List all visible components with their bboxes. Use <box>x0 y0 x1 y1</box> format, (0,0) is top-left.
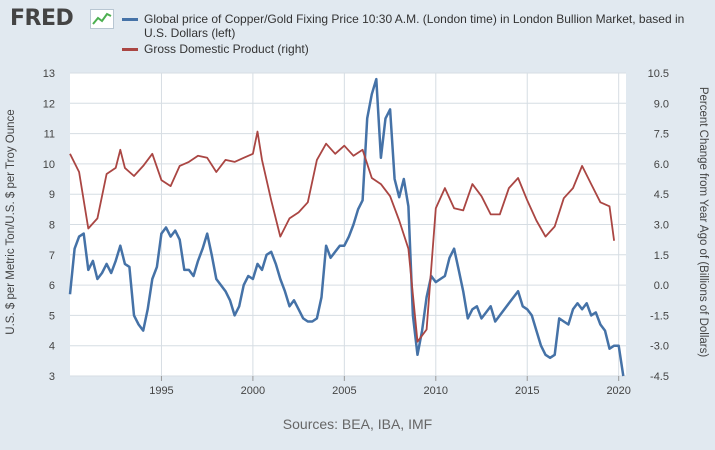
x-tick-label: 2000 <box>241 385 265 397</box>
right-tick-label: -1.5 <box>650 310 669 322</box>
left-tick-label: 11 <box>44 129 55 141</box>
right-tick-label: 1.5 <box>654 250 669 262</box>
x-tick-label: 2010 <box>424 385 448 397</box>
right-axis-title: Percent Change from Year Ago of (Billion… <box>697 87 709 358</box>
fred-logo-text: FRED <box>10 6 74 31</box>
chart-legend: Global price of Copper/Gold Fixing Price… <box>122 12 707 58</box>
legend-swatch-gdp <box>122 48 138 51</box>
left-tick-label: 9 <box>49 189 55 201</box>
legend-swatch-copper-gold <box>122 18 138 21</box>
x-tick-label: 1995 <box>149 385 173 397</box>
left-tick-label: 10 <box>43 159 55 171</box>
right-tick-label: 3.0 <box>654 220 669 232</box>
grid-lines <box>70 72 626 377</box>
right-tick-label: -4.5 <box>650 371 669 383</box>
fred-logo[interactable]: FRED <box>10 6 120 36</box>
x-tick-label: 2020 <box>606 385 630 397</box>
right-tick-label: 4.5 <box>654 189 669 201</box>
right-tick-label: 10.5 <box>648 68 669 80</box>
right-tick-label: 7.5 <box>654 129 669 141</box>
left-tick-label: 12 <box>43 98 55 110</box>
legend-label-gdp: Gross Domestic Product (right) <box>144 42 309 56</box>
left-tick-label: 7 <box>49 250 55 262</box>
left-tick-label: 6 <box>49 280 55 292</box>
series-line-copper-gold[interactable] <box>68 77 625 377</box>
right-axis-ticks: -4.5 -3.0 -1.5 0.0 1.5 3.0 4.5 6.0 7.5 9.0 10.5 <box>648 68 669 383</box>
right-tick-label: 0.0 <box>654 280 669 292</box>
left-tick-label: 5 <box>49 310 55 322</box>
left-tick-label: 4 <box>49 341 55 353</box>
left-tick-label: 3 <box>49 371 55 383</box>
x-tick-label: 2015 <box>515 385 539 397</box>
left-axis-ticks: 3 4 5 6 7 8 9 10 11 12 13 <box>43 68 55 383</box>
left-tick-label: 8 <box>49 220 55 232</box>
left-tick-label: 13 <box>43 68 55 80</box>
left-axis-title: U.S. $ per Metric Ton/U.S. $ per Troy Ou… <box>5 109 17 334</box>
x-tick-label: 2005 <box>332 385 356 397</box>
chart-trend-icon <box>90 9 114 29</box>
series-lines <box>68 77 625 377</box>
legend-label-copper-gold: Global price of Copper/Gold Fixing Price… <box>144 12 685 40</box>
legend-item-copper-gold[interactable]: Global price of Copper/Gold Fixing Price… <box>122 12 707 40</box>
legend-item-gdp[interactable]: Gross Domestic Product (right) <box>122 42 707 56</box>
right-tick-label: 6.0 <box>654 159 669 171</box>
series-line-gdp[interactable] <box>69 130 615 343</box>
right-tick-label: 9.0 <box>654 98 669 110</box>
right-tick-label: -3.0 <box>650 341 669 353</box>
x-axis-ticks: 1995 2000 2005 2010 2015 2020 <box>149 376 631 397</box>
source-note: Sources: BEA, IBA, IMF <box>282 416 433 432</box>
